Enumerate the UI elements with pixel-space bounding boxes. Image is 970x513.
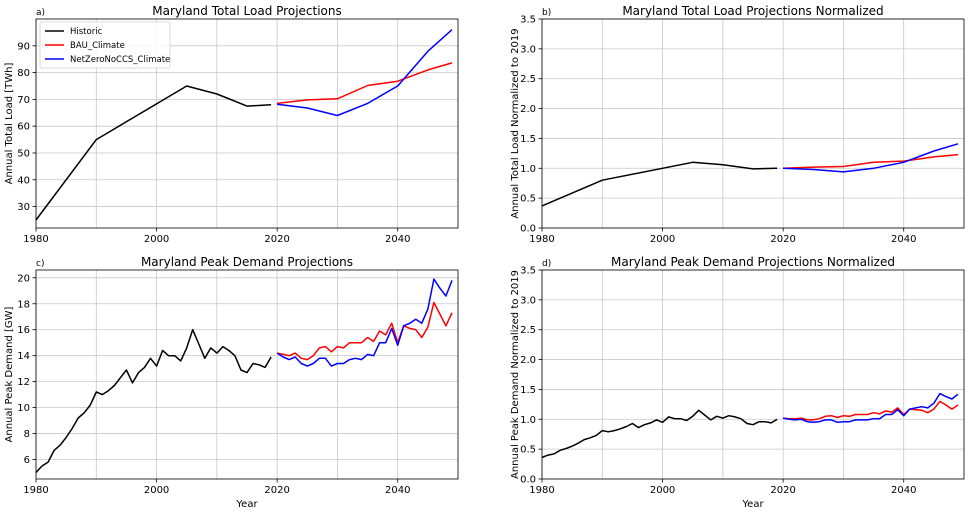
x-tick-label: 2000	[144, 234, 169, 245]
x-tick-label: 2040	[891, 485, 916, 496]
legend-entry: NetZeroNoCCS_Climate	[70, 55, 170, 65]
y-tick-label: 18	[17, 299, 30, 310]
x-tick-label: 1980	[529, 485, 554, 496]
y-tick-label: 80	[17, 68, 30, 79]
y-tick-label: 60	[17, 122, 30, 133]
legend: Historic BAU_Climate NetZeroNoCCS_Climate	[39, 21, 171, 69]
y-tick-label: 1.5	[520, 385, 536, 396]
y-axis-label: Annual Total Load Normalized to 2019	[510, 28, 521, 218]
x-tick-label: 1980	[529, 234, 554, 245]
series-line-netzeronoccs-climate	[782, 392, 959, 424]
chart-title: Maryland Total Load Projections	[152, 4, 342, 18]
x-axis-label: Year	[235, 499, 258, 510]
x-tick-label: 2000	[650, 485, 675, 496]
y-tick-label: 14	[17, 351, 30, 362]
y-tick-label: 3.0	[520, 295, 536, 306]
legend-entry: Historic	[70, 27, 103, 37]
y-tick-label: 16	[17, 325, 30, 336]
legend-entry: BAU_Climate	[70, 41, 125, 51]
x-tick-label: 1980	[23, 234, 48, 245]
series-line-netzeronoccs-climate	[277, 29, 453, 117]
series-line-historic	[541, 409, 778, 459]
y-tick-label: 6	[24, 455, 30, 466]
panel-label: d)	[542, 259, 551, 269]
y-tick-label: 3.5	[520, 266, 536, 277]
x-tick-label: 1980	[23, 485, 48, 496]
y-tick-label: 2.0	[520, 104, 536, 115]
y-tick-label: 1.0	[520, 164, 536, 175]
x-tick-label: 2000	[144, 485, 169, 496]
series-line-netzeronoccs-climate	[276, 278, 453, 367]
y-tick-label: 3.0	[520, 44, 536, 55]
y-tick-label: 0.5	[520, 445, 536, 456]
y-tick-label: 90	[17, 41, 30, 52]
x-tick-label: 2020	[264, 485, 289, 496]
plot-frame	[35, 18, 459, 229]
y-tick-label: 1.0	[520, 415, 536, 426]
x-tick-label: 2020	[770, 234, 795, 245]
panel-label: b)	[542, 8, 551, 18]
x-tick-label: 2040	[385, 485, 410, 496]
y-tick-label: 30	[17, 202, 30, 213]
panel-label: a)	[36, 8, 45, 18]
series-line-historic	[541, 161, 778, 207]
x-tick-label: 2000	[650, 234, 675, 245]
chart-title: Maryland Peak Demand Projections Normali…	[611, 255, 895, 269]
series-line-bau-climate	[783, 153, 959, 170]
y-tick-label: 8	[24, 429, 30, 440]
chart-title: Maryland Total Load Projections Normaliz…	[622, 4, 883, 18]
chart-panel-2: 1980 2000 2020 2040 0.0 0.5 1.0 1.5 2.0 2.5 3.0 3.5…	[510, 4, 965, 245]
y-tick-label: 50	[17, 148, 30, 159]
x-tick-label: 2040	[891, 234, 916, 245]
y-tick-label: 10	[17, 403, 30, 414]
y-tick-label: 2.0	[520, 355, 536, 366]
series-line-historic	[35, 328, 272, 474]
chart-panel-4: 1980 2000 2020 2040 0.0 0.5 1.0 1.5 2.0 2.5 3.0 3.5…	[510, 255, 965, 510]
y-tick-label: 0.5	[520, 194, 536, 205]
y-tick-label: 40	[17, 175, 30, 186]
series-line-historic	[35, 85, 272, 221]
series-line-bau-climate	[277, 62, 453, 105]
chart-panel-1: 1980 2000 2020 2040 30 40 50 60 70 80 90 Maryland T…	[4, 4, 459, 245]
y-tick-label: 2.5	[520, 74, 536, 85]
y-tick-label: 3.5	[520, 15, 536, 26]
x-tick-label: 2020	[264, 234, 289, 245]
series-line-netzeronoccs-climate	[783, 143, 959, 173]
y-tick-label: 0.0	[520, 475, 536, 486]
y-axis-label: Annual Peak Demand [GW]	[4, 306, 15, 442]
x-axis-label: Year	[741, 499, 764, 510]
plot-frame	[541, 18, 965, 229]
series-line-bau-climate	[783, 400, 959, 421]
x-tick-label: 2020	[770, 485, 795, 496]
y-tick-label: 20	[17, 273, 30, 284]
y-tick-label: 2.5	[520, 325, 536, 336]
y-tick-label: 70	[17, 95, 30, 106]
y-tick-label: 0.0	[520, 224, 536, 235]
y-axis-label: Annual Peak Demand Normalized to 2019	[510, 270, 521, 479]
legend-box	[39, 21, 171, 69]
chart-panel-3: 1980 2000 2020 2040 6 8 10 12 14 16 18 20 Maryland P…	[4, 255, 459, 510]
series-line-bau-climate	[276, 301, 453, 361]
y-tick-label: 1.5	[520, 134, 536, 145]
y-axis-label: Annual Total Load [TWh]	[4, 63, 15, 185]
plot-frame	[35, 269, 459, 480]
chart-title: Maryland Peak Demand Projections	[141, 255, 353, 269]
panel-label: c)	[36, 259, 44, 269]
x-tick-label: 2040	[385, 234, 410, 245]
plot-frame	[541, 269, 965, 480]
y-tick-label: 12	[17, 377, 30, 388]
